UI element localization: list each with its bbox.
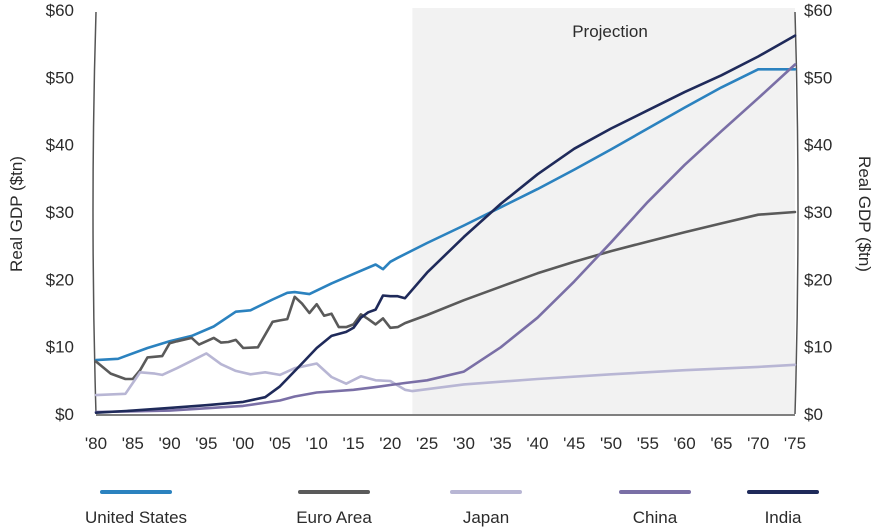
x-tick: '95	[195, 434, 217, 453]
y-tick-right: $50	[804, 68, 832, 87]
y-axis-title-left: Real GDP ($tn)	[7, 156, 26, 272]
legend-label: China	[633, 508, 678, 527]
y-tick-right: $40	[804, 136, 832, 155]
x-tick: '25	[416, 434, 438, 453]
x-tick: '80	[85, 434, 107, 453]
series-line-china	[94, 63, 797, 414]
y-tick-right: $20	[804, 270, 832, 289]
series-line-united-states	[94, 68, 797, 362]
y-tick-left: $0	[55, 405, 74, 424]
x-tick: '85	[122, 434, 144, 453]
series-line-india	[94, 34, 797, 414]
x-tick: '10	[306, 434, 328, 453]
x-tick: '75	[784, 434, 806, 453]
x-tick: '05	[269, 434, 291, 453]
x-tick: '15	[342, 434, 364, 453]
x-tick: '60	[674, 434, 696, 453]
y-tick-left: $20	[46, 270, 74, 289]
legend-label: India	[765, 508, 802, 527]
series-line-euro-area	[94, 210, 797, 381]
x-tick: '40	[526, 434, 548, 453]
x-tick: '00	[232, 434, 254, 453]
legend-label: Japan	[463, 508, 509, 527]
y-tick-right: $30	[804, 203, 832, 222]
y-tick-right: $60	[804, 1, 832, 20]
series-line-japan	[94, 352, 797, 397]
projection-label: Projection	[572, 22, 648, 41]
y-tick-left: $50	[46, 68, 74, 87]
y-tick-right: $10	[804, 338, 832, 357]
y-tick-right: $0	[804, 405, 823, 424]
y-tick-left: $40	[46, 136, 74, 155]
x-tick: '20	[379, 434, 401, 453]
y-axis-title-right: Real GDP ($tn)	[855, 156, 874, 272]
y-tick-left: $10	[46, 338, 74, 357]
x-tick: '30	[453, 434, 475, 453]
x-tick: '45	[563, 434, 585, 453]
x-tick: '90	[159, 434, 181, 453]
y-tick-left: $60	[46, 1, 74, 20]
x-tick: '50	[600, 434, 622, 453]
x-tick: '65	[710, 434, 732, 453]
x-tick: '70	[747, 434, 769, 453]
left-axis-line	[92, 11, 97, 415]
legend-label: Euro Area	[296, 508, 372, 527]
right-axis-line	[794, 11, 799, 415]
projection-region	[412, 8, 795, 414]
x-tick: '35	[490, 434, 512, 453]
y-tick-left: $30	[46, 203, 74, 222]
legend-label: United States	[85, 508, 187, 527]
x-tick: '55	[637, 434, 659, 453]
